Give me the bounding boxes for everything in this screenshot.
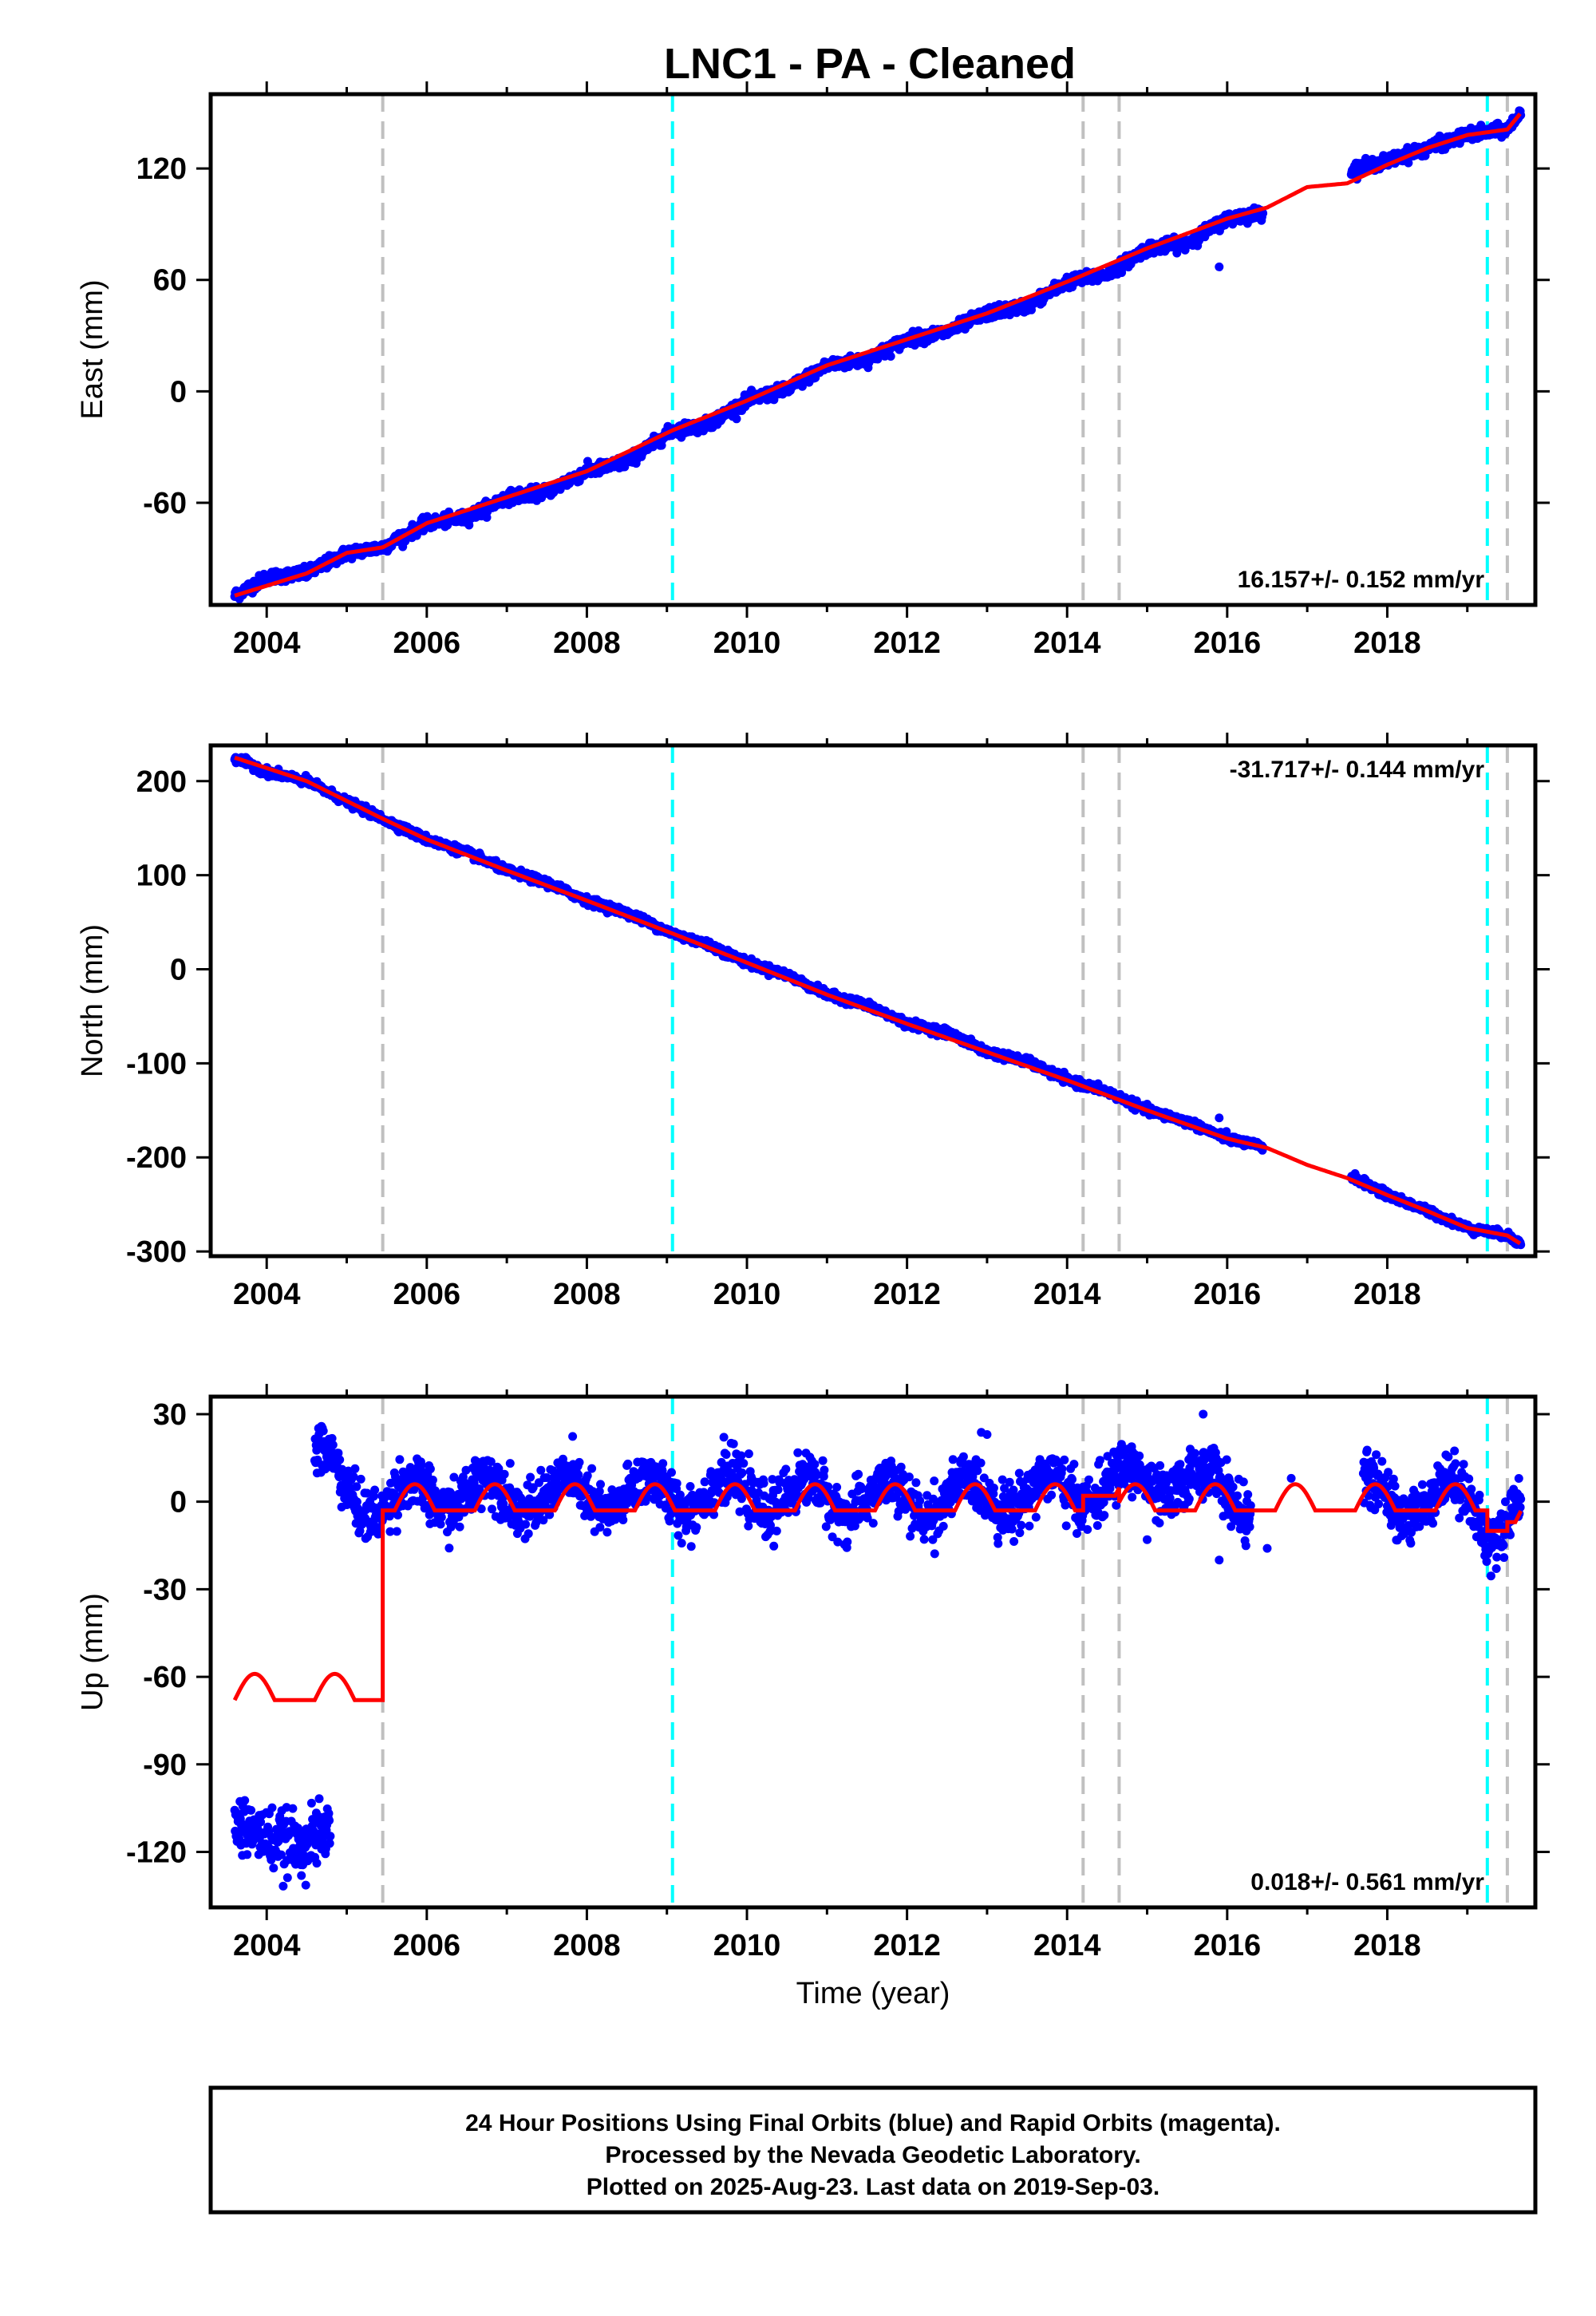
y-tick-label: 120 <box>136 152 187 186</box>
rate-label: 16.157+/- 0.152 mm/yr <box>1238 567 1485 593</box>
x-tick-label: 2006 <box>393 626 461 660</box>
x-tick-label: 2018 <box>1353 626 1421 660</box>
x-tick-label: 2004 <box>233 626 301 660</box>
chart-title: LNC1 - PA - Cleaned <box>664 40 1076 88</box>
y-axis-label: East (mm) <box>76 279 109 419</box>
y-tick-label: 0 <box>170 375 187 409</box>
data-point <box>886 352 895 361</box>
y-tick-label: -60 <box>143 487 187 520</box>
x-tick-label: 2008 <box>553 626 621 660</box>
data-point <box>732 414 741 424</box>
north-panel: 2004 2006 2008 2010 2012 2014 2016 2018-300-200… <box>76 733 1550 1311</box>
east-panel: 2004 2006 2008 2010 2012 2014 2016 2018 -60 0 60 12… <box>76 81 1550 660</box>
x-tick-label: 2014 <box>1033 626 1101 660</box>
data-point <box>1215 262 1224 271</box>
y-axis-ticks: -60 0 60 120 <box>136 152 1550 520</box>
x-tick-label: 2016 <box>1194 626 1262 660</box>
x-tick-label: 2012 <box>873 626 941 660</box>
y-tick-label: 60 <box>153 264 187 298</box>
x-tick-label: 2010 <box>713 626 781 660</box>
data-points <box>230 106 1526 603</box>
data-point <box>464 520 474 530</box>
